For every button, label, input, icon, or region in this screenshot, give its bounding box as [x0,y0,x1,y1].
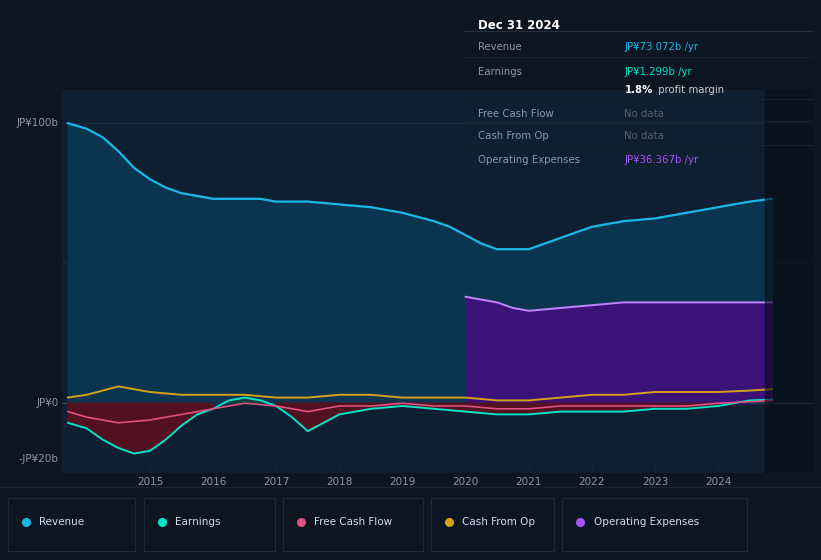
Text: profit margin: profit margin [655,85,724,95]
Text: 2017: 2017 [263,477,289,487]
Text: Revenue: Revenue [478,43,521,53]
Text: 1.8%: 1.8% [624,85,653,95]
Text: -JP¥20b: -JP¥20b [19,454,58,464]
Text: JP¥0: JP¥0 [36,398,58,408]
Text: Cash From Op: Cash From Op [462,517,535,527]
Text: Free Cash Flow: Free Cash Flow [478,109,553,119]
Text: JP¥36.367b /yr: JP¥36.367b /yr [624,155,699,165]
Text: Free Cash Flow: Free Cash Flow [314,517,392,527]
Text: 2021: 2021 [516,477,542,487]
Bar [765,90,813,473]
Text: Operating Expenses: Operating Expenses [594,517,699,527]
Text: Revenue: Revenue [39,517,85,527]
Text: 2024: 2024 [705,477,732,487]
Text: Dec 31 2024: Dec 31 2024 [478,19,560,32]
Text: No data: No data [624,130,664,141]
Text: 2018: 2018 [326,477,352,487]
Text: Earnings: Earnings [175,517,220,527]
Text: 2016: 2016 [200,477,227,487]
Text: JP¥100b: JP¥100b [16,118,58,128]
Text: JP¥73.072b /yr: JP¥73.072b /yr [624,43,699,53]
Text: Cash From Op: Cash From Op [478,130,548,141]
Text: JP¥1.299b /yr: JP¥1.299b /yr [624,67,692,77]
Text: Earnings: Earnings [478,67,522,77]
Text: 2019: 2019 [389,477,415,487]
Text: 2022: 2022 [579,477,605,487]
Text: 2015: 2015 [137,477,163,487]
Text: 2020: 2020 [452,477,479,487]
Text: Operating Expenses: Operating Expenses [478,155,580,165]
Text: 2023: 2023 [642,477,668,487]
Text: No data: No data [624,109,664,119]
